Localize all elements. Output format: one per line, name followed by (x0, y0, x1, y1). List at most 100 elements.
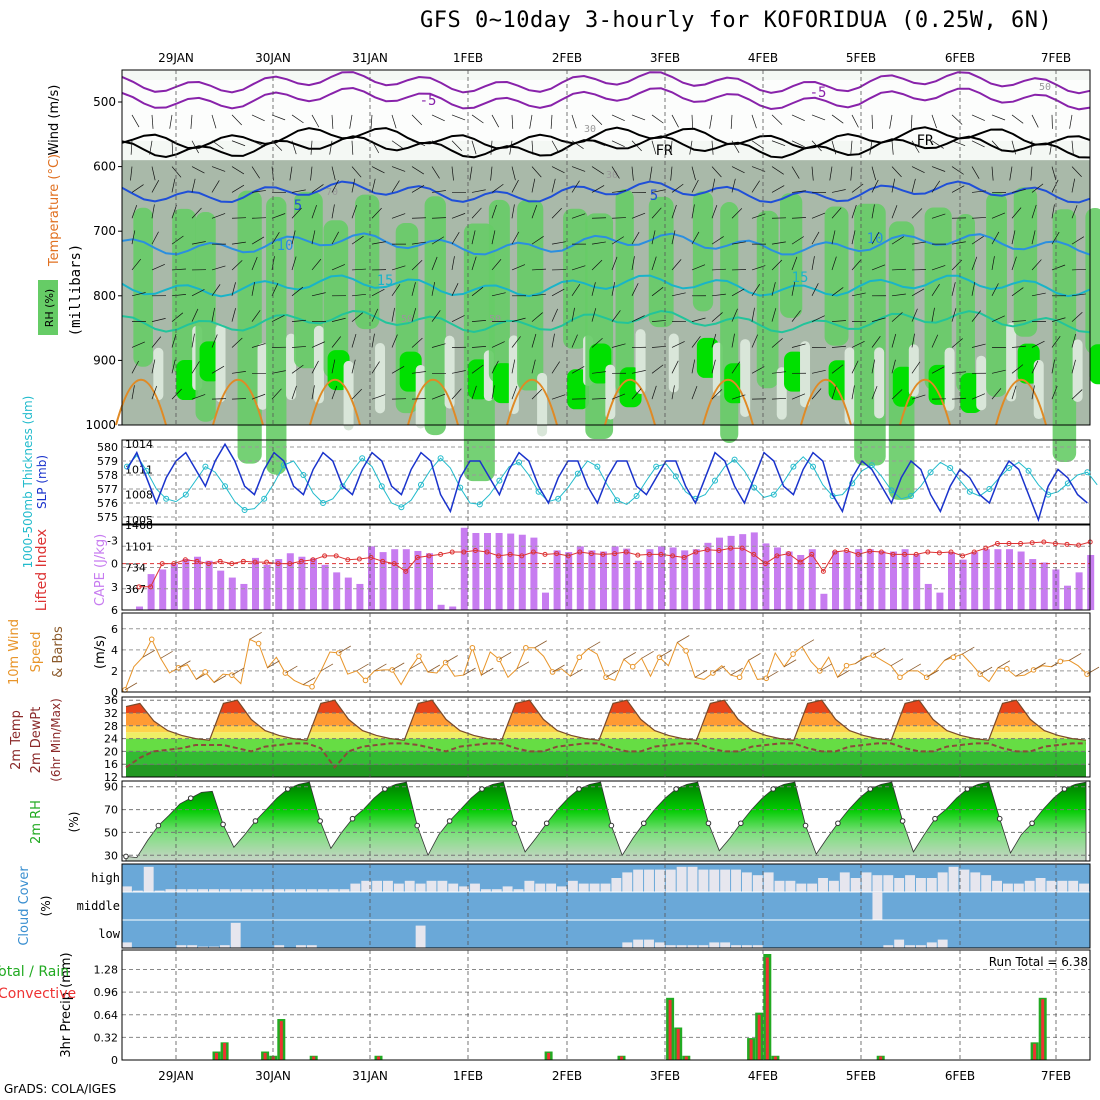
wind-barb (370, 114, 373, 129)
wind-barb (231, 217, 247, 219)
cape-bar (1087, 554, 1095, 610)
wind-barb (1051, 166, 1057, 181)
cloud-high-bar (981, 875, 992, 892)
wind-barb (531, 388, 543, 400)
precip-convective-bar (1041, 999, 1045, 1060)
cloud-low-bar (698, 945, 709, 948)
precip-tick-label: 0.32 (94, 1031, 119, 1044)
wind-barb-10m (267, 660, 280, 669)
wind-barb (651, 364, 664, 374)
wind-barb (391, 180, 400, 193)
wind-barb (491, 385, 495, 400)
li-point (844, 548, 850, 553)
wind-barb (190, 114, 193, 129)
rh-light-cell (375, 342, 386, 414)
wind-barb (411, 241, 426, 245)
cape-bar (774, 547, 781, 610)
cloud-high-bar (633, 869, 644, 892)
day-label-bottom: 6FEB (945, 1069, 975, 1083)
li-point (414, 554, 420, 560)
wind-barb (831, 189, 846, 193)
wind-barb (911, 178, 916, 193)
wind-speed-point (309, 683, 315, 690)
wind-speed-point (1004, 666, 1010, 672)
rh-green-cell (1052, 209, 1077, 463)
li-point (670, 553, 676, 559)
cloud-high-bar (818, 878, 828, 892)
wind-barb (1011, 345, 1026, 348)
wind-barb (951, 140, 966, 146)
wind10-unit: (m/s) (93, 635, 108, 669)
wind-barb (671, 385, 675, 400)
isotherm-line (121, 126, 1091, 150)
thickness-point (300, 472, 307, 478)
wind-barb-10m (249, 631, 262, 640)
wind-barb (731, 394, 746, 400)
wind-barb (511, 264, 526, 271)
wind-barb (331, 114, 334, 129)
wind-panel-frame (121, 612, 1091, 693)
wind-barb (431, 310, 441, 322)
temp-color-band (126, 751, 1086, 765)
wind-barb (731, 208, 743, 219)
wind-barb (491, 230, 496, 245)
cloud-high-bar (687, 866, 698, 892)
wind-barb (971, 190, 986, 193)
cloud-high-bar (459, 886, 470, 892)
rh2m-unit: (%) (67, 812, 81, 833)
wind-barb (431, 281, 436, 296)
thickness-point (437, 455, 444, 462)
cloud-high-bar (774, 880, 785, 892)
rh-light-cell (343, 360, 354, 431)
wind-barb (711, 166, 722, 178)
wind-barb (631, 166, 634, 181)
rh-point (123, 853, 129, 860)
wind-barb (1011, 189, 1026, 193)
wind-barb (291, 385, 297, 400)
wind-barb (771, 338, 783, 348)
rh-green-cell (323, 220, 349, 379)
thickness-point (633, 493, 640, 499)
wind-barb-10m (659, 649, 672, 658)
li-point (194, 558, 200, 564)
cloud-high-bar (426, 880, 437, 892)
contour-label: 10 (277, 238, 294, 254)
wind-barb (831, 207, 842, 219)
rh-point (220, 821, 226, 828)
cape-tick-label: 734 (125, 562, 146, 575)
cloud-high-bar (926, 878, 937, 892)
wind-barb (971, 343, 986, 348)
cape-bar (263, 564, 271, 610)
wind-barb (291, 189, 306, 193)
wind-barb-10m (783, 659, 797, 668)
wind-barb (191, 361, 200, 374)
wind-tick-label: 6 (111, 623, 118, 636)
rh-point (414, 822, 421, 829)
cape-bar (565, 552, 573, 610)
cloud-low-bar (633, 939, 644, 948)
wind-barb (971, 114, 985, 121)
wind-barb (991, 256, 995, 271)
cloud-high-bar (1068, 880, 1079, 892)
slp-panel-frame (121, 439, 1091, 525)
pressure-tick-label: 900 (93, 353, 116, 367)
wind-barb (1071, 236, 1085, 245)
wind-barb (431, 190, 446, 193)
cloud-high-bar (230, 889, 241, 892)
wind-barb (551, 166, 565, 174)
thickness-point (418, 481, 424, 488)
wind-barb (831, 364, 844, 374)
thickness-point (1084, 469, 1091, 476)
pressure-tick-label: 800 (93, 289, 116, 303)
li-point (983, 545, 989, 551)
wind-barb (1071, 178, 1076, 193)
li-point (1076, 542, 1082, 548)
wind-barb (191, 207, 202, 219)
wind-speed-point (416, 653, 422, 659)
thickness-tick-label: 575 (97, 511, 118, 524)
precip-convective-bar (312, 1056, 316, 1060)
rh-green-cell (692, 191, 714, 312)
warm-contour (212, 378, 264, 426)
rh-area (125, 781, 1087, 862)
li-point (322, 553, 328, 559)
